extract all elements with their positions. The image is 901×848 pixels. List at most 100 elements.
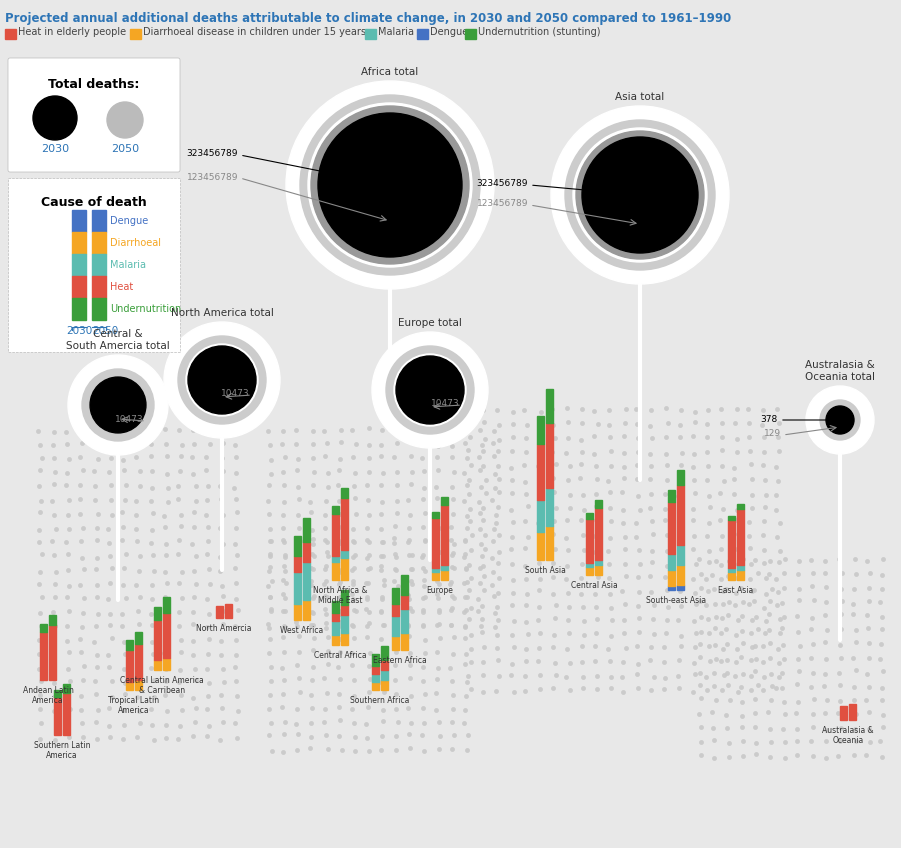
Bar	[537, 532, 544, 560]
Bar	[163, 597, 170, 613]
Bar	[372, 674, 379, 682]
Text: Andean Latin
America: Andean Latin America	[23, 686, 74, 706]
Bar	[40, 632, 47, 680]
Text: 5485: 5485	[117, 399, 140, 408]
Bar	[126, 650, 133, 682]
Text: 5485: 5485	[433, 382, 456, 392]
Bar	[728, 572, 735, 580]
Text: Cause of death: Cause of death	[41, 196, 147, 209]
Bar	[372, 666, 379, 674]
Text: 2050: 2050	[111, 144, 139, 154]
Circle shape	[286, 81, 494, 289]
Bar	[294, 604, 301, 620]
Bar	[303, 542, 310, 562]
Text: North Amercia: North Amercia	[196, 624, 251, 633]
Circle shape	[828, 408, 852, 432]
Bar	[441, 505, 448, 565]
Text: 2050: 2050	[92, 326, 118, 336]
Bar	[441, 565, 448, 570]
Bar	[92, 254, 106, 276]
Bar	[546, 389, 553, 423]
Circle shape	[189, 347, 255, 413]
Bar	[341, 558, 348, 580]
Bar	[372, 654, 379, 666]
Text: Europe total: Europe total	[398, 318, 462, 328]
Bar	[728, 568, 735, 572]
Bar	[677, 565, 684, 585]
Bar	[332, 556, 339, 562]
Bar	[49, 625, 56, 680]
Bar	[401, 633, 408, 650]
Circle shape	[565, 120, 715, 270]
Bar	[341, 605, 348, 615]
Circle shape	[90, 377, 146, 433]
Bar	[92, 210, 106, 232]
Bar	[332, 514, 339, 556]
Circle shape	[831, 411, 849, 429]
Bar	[417, 29, 428, 39]
Bar	[154, 620, 161, 660]
Bar	[441, 497, 448, 505]
FancyBboxPatch shape	[8, 178, 180, 352]
Bar	[537, 500, 544, 532]
Bar	[92, 232, 106, 254]
Circle shape	[164, 322, 280, 438]
Text: Heat: Heat	[110, 282, 133, 292]
Text: North America total: North America total	[170, 308, 273, 318]
Bar	[341, 550, 348, 558]
Bar	[668, 586, 675, 590]
Bar	[5, 29, 16, 39]
Circle shape	[826, 406, 854, 434]
Bar	[303, 600, 310, 620]
Text: 123456789: 123456789	[187, 172, 238, 181]
Bar	[72, 298, 86, 320]
Bar	[849, 704, 856, 720]
Text: Dengue: Dengue	[430, 27, 469, 37]
Bar	[595, 565, 602, 575]
Bar	[586, 567, 593, 575]
Text: Projected annual additional deaths attributable to climate change, in 2030 and 2: Projected annual additional deaths attri…	[5, 12, 732, 25]
Bar	[668, 570, 675, 586]
Text: East Asia: East Asia	[718, 586, 753, 595]
Bar	[595, 508, 602, 560]
Bar	[341, 615, 348, 633]
Text: 323456789: 323456789	[187, 149, 238, 159]
Bar	[72, 232, 86, 254]
Text: 378: 378	[760, 415, 778, 423]
Bar	[668, 490, 675, 502]
Circle shape	[386, 346, 474, 434]
Bar	[401, 595, 408, 609]
Bar	[401, 609, 408, 633]
Circle shape	[372, 332, 488, 448]
Text: 5485: 5485	[223, 372, 246, 382]
Bar	[372, 682, 379, 690]
Circle shape	[397, 357, 463, 423]
Text: Southern Latin
America: Southern Latin America	[33, 741, 90, 761]
Bar	[381, 646, 388, 660]
Text: Africa total: Africa total	[361, 67, 419, 77]
Bar	[341, 488, 348, 498]
Text: Tropical Latin
America: Tropical Latin America	[108, 696, 159, 716]
Bar	[737, 509, 744, 565]
Circle shape	[82, 369, 154, 441]
Bar	[432, 572, 439, 580]
Bar	[392, 616, 399, 636]
Bar	[432, 518, 439, 568]
Text: 10473: 10473	[432, 399, 460, 409]
Bar	[54, 690, 61, 697]
Bar	[668, 554, 675, 570]
Bar	[677, 470, 684, 485]
Circle shape	[68, 355, 168, 455]
Bar	[63, 684, 70, 693]
Text: Malaria: Malaria	[110, 260, 146, 270]
Bar	[365, 29, 376, 39]
Bar	[586, 563, 593, 567]
Bar	[126, 682, 133, 690]
Bar	[595, 500, 602, 508]
Bar	[546, 526, 553, 560]
Bar	[341, 590, 348, 605]
Bar	[432, 568, 439, 572]
Circle shape	[806, 386, 874, 454]
Text: Diarrhoeal: Diarrhoeal	[110, 238, 161, 248]
Bar	[392, 604, 399, 616]
